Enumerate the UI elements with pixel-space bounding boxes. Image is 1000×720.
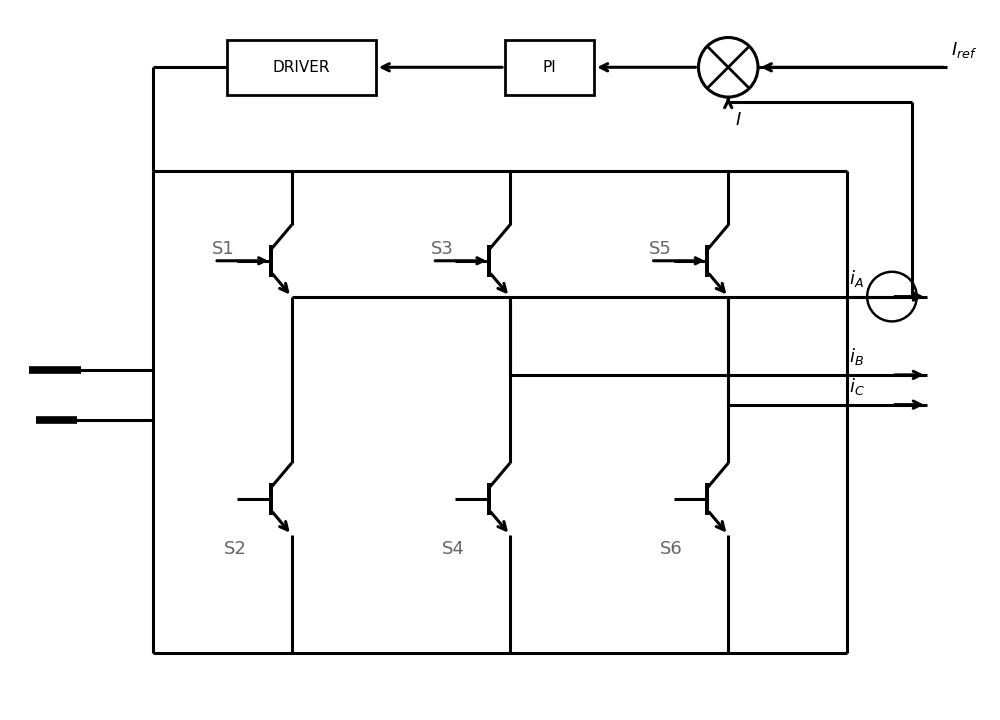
Text: S1: S1	[212, 240, 235, 258]
Text: $i_A$: $i_A$	[849, 268, 864, 289]
Text: $I_{ref}$: $I_{ref}$	[951, 40, 978, 60]
FancyBboxPatch shape	[505, 40, 594, 94]
Text: S2: S2	[223, 541, 246, 559]
Text: DRIVER: DRIVER	[273, 60, 330, 75]
Text: S5: S5	[649, 240, 672, 258]
Text: $i_B$: $i_B$	[849, 346, 864, 367]
Text: PI: PI	[543, 60, 556, 75]
FancyBboxPatch shape	[227, 40, 376, 94]
Text: S3: S3	[430, 240, 453, 258]
Text: S4: S4	[442, 541, 465, 559]
Text: I: I	[735, 111, 740, 129]
Text: $i_C$: $i_C$	[849, 376, 865, 397]
Text: S6: S6	[660, 541, 683, 559]
